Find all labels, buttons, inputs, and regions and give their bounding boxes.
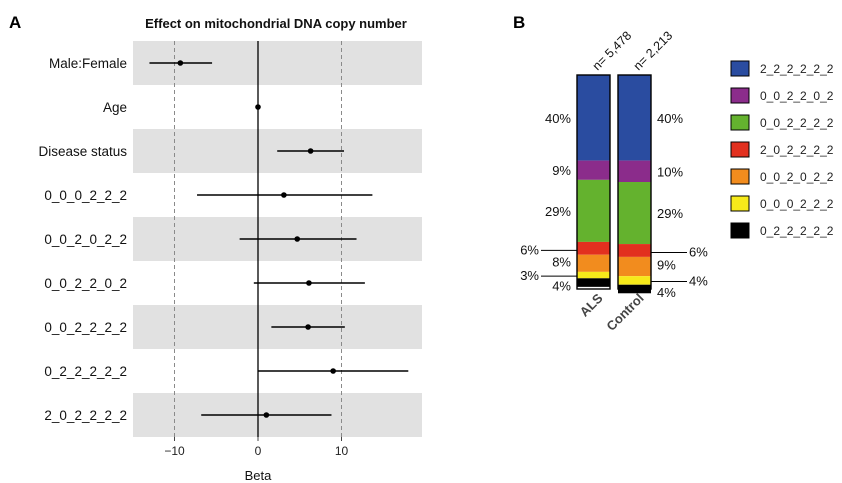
stacked-bar-legend: 2_2_2_2_2_2 0_0_2_2_0_2 0_0_2_2_2_2 2_0_2_2… <box>730 60 834 239</box>
legend-label: 0_2_2_2_2_2 <box>760 224 834 238</box>
legend-swatch <box>730 87 750 104</box>
stacked-bar-percent-label: 6% <box>520 242 539 257</box>
stacked-bar-category-label: ALS <box>577 290 606 319</box>
legend-label: 0_0_0_2_2_2 <box>760 197 834 211</box>
forest-row-label: 2_0_2_2_2_2 <box>44 408 127 423</box>
stacked-bar-percent-label: 9% <box>552 163 571 178</box>
stacked-bar-segment <box>618 182 651 245</box>
stacked-bar-category-label: Control <box>603 291 646 334</box>
forest-point <box>263 412 270 418</box>
forest-row-label: 0_0_0_2_2_2 <box>44 188 127 203</box>
panel-b-letter: B <box>513 13 525 32</box>
forest-point <box>281 192 287 198</box>
stacked-bar-segment <box>618 276 651 285</box>
forest-point <box>307 148 314 154</box>
stacked-bar-segment <box>577 160 610 180</box>
forest-row-label: Age <box>103 100 127 115</box>
legend-swatch <box>730 141 750 158</box>
stacked-bar-percent-label: 4% <box>657 285 676 300</box>
stacked-bar-segment <box>577 75 610 161</box>
forest-title: Effect on mitochondrial DNA copy number <box>145 16 407 31</box>
stacked-bar-percent-label: 8% <box>552 254 571 269</box>
forest-x-tick-label: 10 <box>335 444 349 458</box>
stacked-bars <box>576 74 652 294</box>
forest-x-tick-label: −10 <box>164 444 185 458</box>
forest-point <box>255 104 261 110</box>
stacked-bar-labels: 40% 9% 29% 6% 8% 3% 4% n= 5,478 ALS 40% 10% 29% 6% 9%… <box>520 29 708 334</box>
stacked-bar-segment <box>618 75 651 161</box>
legend-label: 0_0_2_2_2_2 <box>760 116 834 130</box>
stacked-bar-segment <box>577 241 610 255</box>
stacked-bar-percent-label: 40% <box>545 111 571 126</box>
stacked-bar-percent-label: 4% <box>552 279 571 294</box>
stacked-bar-n-label: n= 5,478 <box>590 29 635 74</box>
forest-point <box>330 368 336 374</box>
stacked-bar-percent-label: 29% <box>657 206 683 221</box>
legend-label: 2_0_2_2_2_2 <box>760 143 834 157</box>
forest-row-label: Male:Female <box>49 56 127 71</box>
forest-row-label: 0_0_2_2_0_2 <box>44 276 127 291</box>
stacked-bar-n-label: n= 2,213 <box>631 29 676 74</box>
legend-swatch <box>730 222 750 239</box>
stacked-bar-segment <box>577 278 610 287</box>
stacked-bar-chart: 40% 9% 29% 6% 8% 3% 4% n= 5,478 ALS 40% 10% 29% 6% 9%… <box>520 29 834 334</box>
forest-category-labels: Male:Female Age Disease status 0_0_0_2_2_2 0… <box>38 56 127 423</box>
legend-swatch <box>730 168 750 185</box>
legend-swatch <box>730 60 750 77</box>
forest-point <box>177 60 184 66</box>
forest-row-label: 0_2_2_2_2_2 <box>44 364 127 379</box>
forest-x-tick-label: 0 <box>255 444 262 458</box>
legend-label: 2_2_2_2_2_2 <box>760 62 834 76</box>
stacked-bar-percent-label: 10% <box>657 164 683 179</box>
forest-x-ticks: −10 0 10 <box>164 437 348 458</box>
stacked-bar-segment <box>577 179 610 242</box>
stacked-bar-segment <box>577 271 610 279</box>
stacked-bar-outline <box>617 74 652 290</box>
legend-swatch <box>730 114 750 131</box>
forest-point <box>305 324 311 330</box>
legend-label: 0_0_2_2_0_2 <box>760 89 834 103</box>
stacked-bar-segment <box>577 254 610 272</box>
forest-point <box>306 280 312 286</box>
legend-swatch <box>730 195 750 212</box>
forest-row-label: Disease status <box>38 144 127 159</box>
stacked-bar-percent-label: 3% <box>520 268 539 283</box>
stacked-bar-percent-label: 29% <box>545 204 571 219</box>
stacked-bar-percent-label: 40% <box>657 111 683 126</box>
forest-row-label: 0_0_2_2_2_2 <box>44 320 127 335</box>
stacked-bar-percent-label: 6% <box>689 244 708 259</box>
forest-marks <box>149 60 409 418</box>
stacked-bar-segment <box>618 244 651 257</box>
stacked-bar-percent-label: 9% <box>657 258 676 273</box>
stacked-bar-outline <box>576 74 611 290</box>
forest-x-axis-title: Beta <box>245 468 273 483</box>
legend-label: 0_0_2_0_2_2 <box>760 170 834 184</box>
forest-row-label: 0_0_2_0_2_2 <box>44 232 127 247</box>
stacked-bar-percent-label: 4% <box>689 273 708 288</box>
panel-a-letter: A <box>9 13 21 32</box>
forest-plot: Male:Female Age Disease status 0_0_0_2_2_2 0… <box>38 16 422 483</box>
forest-point <box>294 236 301 242</box>
stacked-bar-segment <box>618 160 651 182</box>
stacked-bar-segment <box>618 256 651 277</box>
